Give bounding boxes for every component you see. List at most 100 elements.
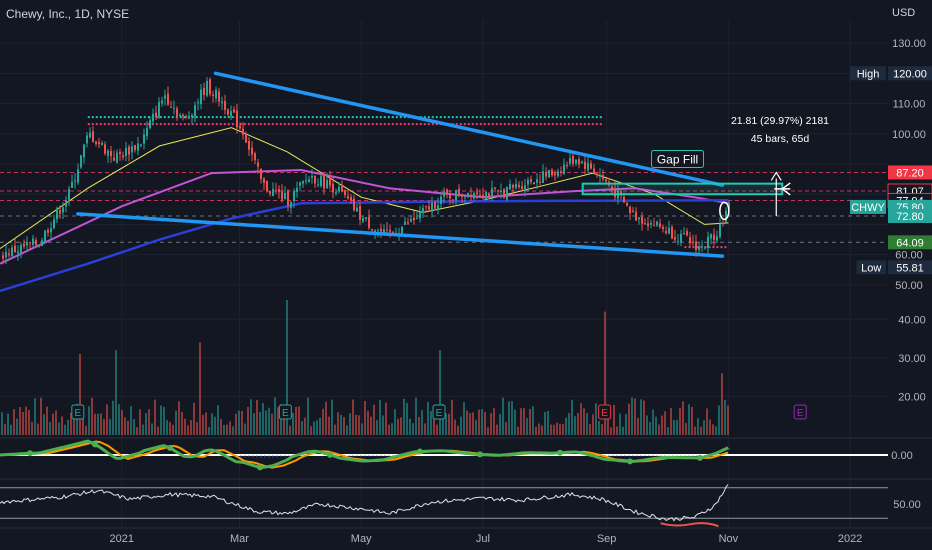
candle-body	[305, 180, 307, 182]
candle-body	[377, 230, 379, 232]
oscillator-histogram-bar	[632, 455, 634, 457]
candle-body	[365, 217, 367, 219]
candle-body	[419, 211, 421, 219]
trendlines	[76, 71, 725, 258]
volume-bar	[67, 419, 69, 435]
time-axis-label: Nov	[719, 533, 739, 545]
candle-body	[278, 189, 280, 193]
volume-bar	[511, 401, 513, 435]
volume-bar	[268, 407, 270, 435]
volume-bar	[259, 411, 261, 435]
candle-body	[188, 115, 190, 119]
volume-bar	[454, 419, 456, 435]
price-axis-label: 50.00	[895, 280, 923, 292]
time-axis-label: May	[351, 533, 372, 545]
candle-body	[260, 168, 262, 180]
measure-text-range: 21.81 (29.97%) 2181	[731, 115, 829, 127]
rsi: 50.00	[0, 484, 921, 528]
volume-bar	[373, 404, 375, 435]
candle-body	[494, 187, 496, 189]
oscillator-zero-label: 0.00	[891, 450, 912, 462]
candle-body	[407, 222, 409, 224]
candle-body	[95, 141, 97, 145]
volume-bar	[247, 406, 249, 435]
chart-title: Chewy, Inc., 1D, NYSE	[6, 7, 130, 21]
time-axis-label: Sep	[597, 533, 617, 545]
volume-bar	[184, 418, 186, 435]
candle-body	[680, 233, 682, 242]
candle-body	[170, 106, 172, 108]
volume-bar	[193, 402, 195, 435]
gap-fill-label-box	[651, 149, 705, 168]
measure-arrow-head	[770, 171, 782, 181]
volume-bar	[418, 416, 420, 435]
moving-average-ma-long	[0, 199, 729, 293]
volume-bar	[595, 403, 597, 435]
volume-bar	[532, 406, 534, 435]
volume-bar	[241, 410, 243, 435]
candle-body	[485, 192, 487, 200]
volume-bar	[529, 408, 531, 435]
candle-body	[464, 196, 466, 198]
oscillator-histogram-bar	[612, 455, 614, 457]
volume-bar	[541, 425, 543, 435]
candle-body	[332, 183, 334, 193]
volume-bar	[154, 399, 156, 435]
candle-body	[233, 109, 235, 113]
candle-body	[551, 169, 553, 176]
candle-body	[86, 135, 88, 144]
volume-bar	[316, 420, 318, 435]
volume-bar	[331, 399, 333, 435]
volume-bar	[709, 419, 711, 435]
candle-body	[413, 217, 415, 221]
candle-body	[245, 133, 247, 143]
oscillator-histogram-bar	[624, 455, 626, 457]
candle-body	[626, 203, 628, 206]
volume-bar	[7, 413, 9, 435]
oscillator-histogram-bar	[280, 455, 282, 457]
volume-bar	[643, 400, 645, 435]
volume-bar	[328, 416, 330, 435]
candle-body	[29, 242, 31, 244]
currency-label[interactable]: USD	[892, 7, 916, 19]
volume-bar	[562, 424, 564, 435]
candle-body	[314, 176, 316, 184]
volume-bar	[157, 426, 159, 435]
candle-body	[728, 202, 730, 209]
candle-body	[527, 179, 529, 185]
candle-body	[215, 89, 217, 99]
candle-body	[158, 101, 160, 118]
volume-bar	[466, 410, 468, 435]
volume-bar	[457, 425, 459, 435]
volume-bar	[301, 421, 303, 435]
volume-bar	[439, 350, 441, 435]
price-label-prefix: High	[857, 68, 880, 80]
oscillator-histogram-bar	[628, 455, 630, 457]
volume-bar	[124, 417, 126, 435]
volume-bar	[556, 422, 558, 435]
candle-body	[182, 114, 184, 117]
oscillator-histogram-bar	[376, 455, 378, 457]
candle-body	[272, 188, 274, 196]
candle-body	[374, 230, 376, 233]
candle-body	[11, 247, 13, 257]
candle-body	[539, 181, 541, 183]
volume-bar	[94, 413, 96, 435]
volume-bar	[340, 414, 342, 435]
candle-body	[389, 229, 391, 232]
oscillator-histogram-bar	[244, 455, 246, 457]
candle-body	[428, 206, 430, 210]
volume-bar	[283, 411, 285, 435]
price-label-box	[888, 66, 932, 81]
volume-bar	[685, 423, 687, 435]
candle-body	[89, 132, 91, 138]
candle-body	[155, 112, 157, 117]
candle-body	[200, 89, 202, 104]
candle-body	[44, 230, 46, 242]
candle-body	[593, 168, 595, 174]
highlight-circle	[719, 201, 730, 221]
candle-body	[131, 146, 133, 153]
volume-bar	[91, 397, 93, 435]
volume-bar	[628, 403, 630, 435]
